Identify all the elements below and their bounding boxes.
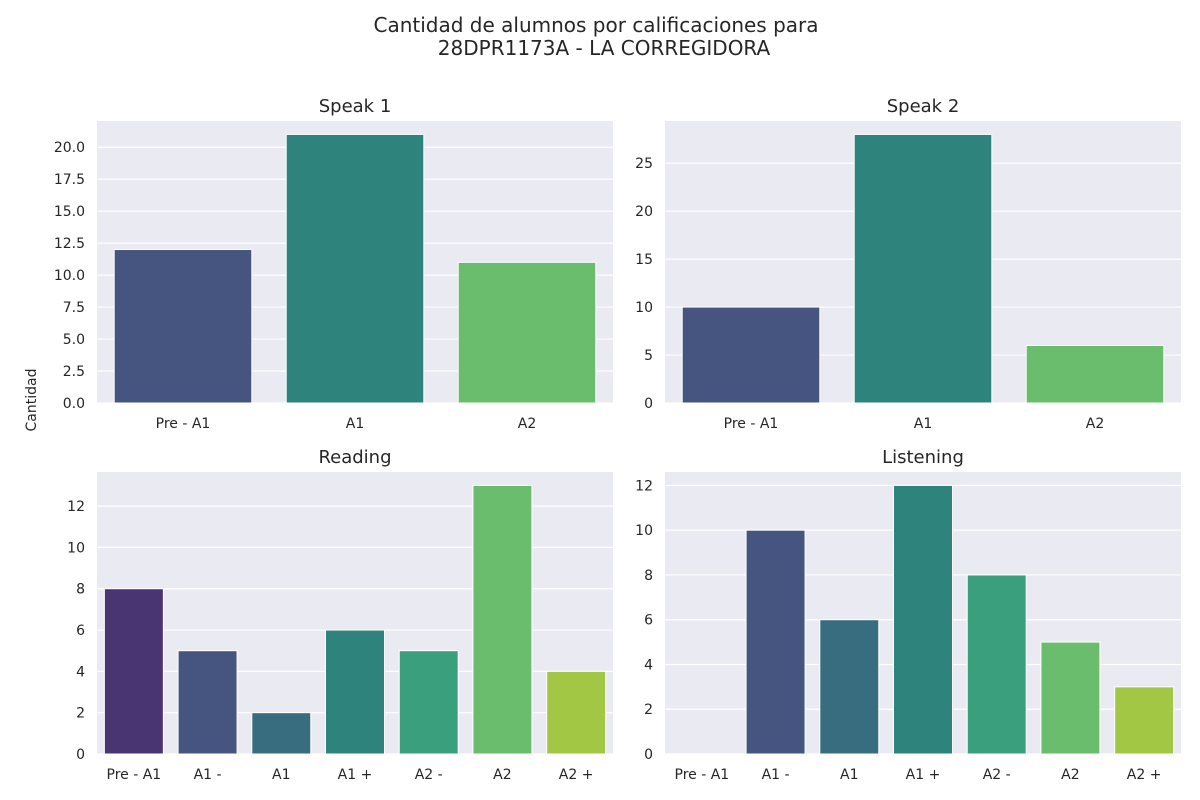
- y-tick-label: 8: [76, 582, 85, 598]
- subplot-title: Reading: [318, 447, 391, 468]
- bar-reading-0: [103, 588, 164, 755]
- y-tick-label: 6: [644, 613, 653, 629]
- bar-reading-5: [472, 484, 533, 755]
- y-tick-label: 10: [67, 540, 85, 556]
- y-tick-label: 15: [635, 252, 653, 268]
- bar-reading-2: [251, 712, 312, 755]
- bar-listening-1: [745, 529, 806, 755]
- y-tick-label: 8: [644, 568, 653, 584]
- figure-title-line2: 28DPR1173A - LA CORREGIDORA: [438, 36, 771, 60]
- x-tick-label: A2 -: [415, 767, 443, 783]
- x-tick-label: A1 -: [194, 767, 222, 783]
- x-tick-label: Pre - A1: [156, 416, 211, 432]
- y-tick-label: 0: [644, 747, 653, 763]
- subplot-title: Listening: [882, 447, 964, 468]
- x-tick-label: A1: [840, 767, 858, 783]
- x-tick-label: A2: [1086, 416, 1104, 432]
- x-tick-label: A2: [518, 416, 536, 432]
- y-tick-label: 2: [644, 702, 653, 718]
- x-tick-label: Pre - A1: [724, 416, 779, 432]
- y-tick-label: 2.5: [63, 364, 85, 380]
- shared-y-axis-label: Cantidad: [24, 369, 40, 432]
- bar-speak-1-0: [113, 249, 253, 404]
- bar-speak-1-1: [285, 133, 425, 404]
- y-tick-label: 6: [76, 623, 85, 639]
- y-tick-label: 17.5: [54, 172, 85, 188]
- subplot-speak-1: 0.0 2.5 5.0 7.5 10.0 12.5 15.0 17.5 20.0 Pre - A1…: [54, 96, 613, 432]
- x-tick-label: A2 +: [1127, 767, 1162, 783]
- x-tick-label: Pre - A1: [675, 767, 730, 783]
- bar-reading-4: [398, 650, 459, 755]
- y-tick-label: 0: [644, 396, 653, 412]
- x-tick-label: A1: [272, 767, 290, 783]
- x-tick-label: A1: [914, 416, 932, 432]
- subplot-grid: 0.0 2.5 5.0 7.5 10.0 12.5 15.0 17.5 20.0 Pre - A1…: [54, 96, 1181, 783]
- bar-listening-2: [819, 619, 880, 755]
- subplot-listening: 0 2 4 6 8 10 12 Pre - A1 A1 - A1 A1 + A2 - A2 A2 + Lis…: [635, 447, 1181, 783]
- y-tick-label: 20: [635, 204, 653, 220]
- y-tick-label: 7.5: [63, 300, 85, 316]
- bar-listening-3: [893, 484, 953, 755]
- bar-listening-5: [1040, 641, 1101, 755]
- bar-speak-2-2: [1025, 344, 1165, 404]
- y-tick-label: 10.0: [54, 268, 85, 284]
- x-tick-label: A2: [493, 767, 511, 783]
- x-tick-label: A1 -: [762, 767, 790, 783]
- y-tick-label: 25: [635, 156, 653, 172]
- bar-speak-2-0: [681, 306, 821, 404]
- y-tick-label: 12: [67, 499, 85, 515]
- x-tick-label: A2 -: [983, 767, 1011, 783]
- subplot-reading: 0 2 4 6 8 10 12 Pre - A1 A1 - A1 A1 + A2 - A2 A2 + Rea…: [67, 447, 613, 783]
- y-tick-label: 15.0: [54, 204, 85, 220]
- y-tick-label: 20.0: [54, 140, 85, 156]
- bar-reading-3: [325, 629, 385, 755]
- bar-listening-4: [966, 574, 1027, 755]
- x-tick-label: Pre - A1: [107, 767, 162, 783]
- bar-speak-2-1: [853, 133, 993, 404]
- y-tick-label: 0.0: [63, 396, 85, 412]
- y-tick-label: 2: [76, 706, 85, 722]
- x-tick-label: A2 +: [559, 767, 594, 783]
- y-tick-label: 0: [76, 747, 85, 763]
- x-tick-label: A1: [346, 416, 364, 432]
- y-tick-label: 4: [76, 664, 85, 680]
- y-tick-label: 12: [635, 478, 653, 494]
- bar-reading-6: [546, 670, 607, 755]
- x-tick-label: A2: [1061, 767, 1079, 783]
- y-tick-label: 4: [644, 657, 653, 673]
- y-tick-label: 12.5: [54, 236, 85, 252]
- y-tick-label: 10: [635, 300, 653, 316]
- y-tick-label: 10: [635, 523, 653, 539]
- bar-listening-6: [1114, 686, 1175, 755]
- bar-speak-1-2: [457, 261, 597, 404]
- subplot-title: Speak 1: [319, 96, 392, 117]
- figure-title-line1: Cantidad de alumnos por calificaciones p…: [373, 13, 818, 37]
- y-tick-label: 5: [644, 348, 653, 364]
- y-tick-label: 5.0: [63, 332, 85, 348]
- bar-reading-1: [177, 650, 238, 755]
- subplot-title: Speak 2: [887, 96, 960, 117]
- x-tick-label: A1 +: [906, 767, 941, 783]
- subplot-speak-2: 0 5 10 15 20 25 Pre - A1 A1 A2 Speak 2: [635, 96, 1181, 432]
- x-tick-label: A1 +: [338, 767, 373, 783]
